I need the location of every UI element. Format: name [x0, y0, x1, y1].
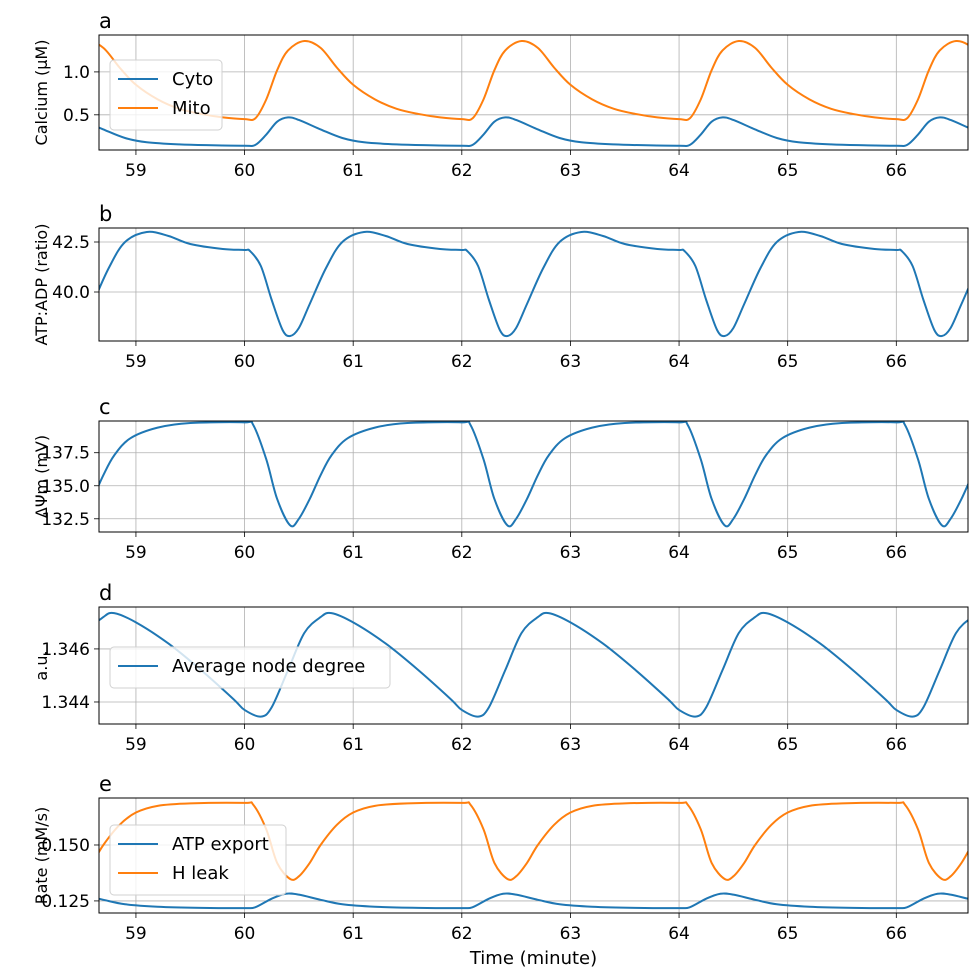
- y-tick-label: 135.0: [41, 477, 90, 497]
- x-tick-label: 61: [342, 924, 364, 944]
- series-line-average-node-degree: [99, 611, 968, 718]
- series-line-h-leak: [99, 801, 968, 881]
- x-tick-label: 66: [885, 352, 907, 372]
- legend-box: [109, 646, 391, 689]
- panel-a: 59 60 61 62 63 64 65 66 0.5 1.0 a Calcium (µM) Cyto M…: [32, 9, 969, 181]
- x-tick-label: 59: [125, 543, 147, 563]
- axes-frame: [98, 420, 969, 533]
- x-axis-label: Time (minute): [469, 948, 597, 969]
- x-tick-label: 63: [560, 924, 582, 944]
- x-tick-label: 63: [560, 161, 582, 181]
- x-tick-label: 65: [777, 161, 799, 181]
- x-tick-label: 60: [234, 352, 256, 372]
- y-tick-label: 1.0: [63, 63, 90, 83]
- x-tick-label: 63: [560, 352, 582, 372]
- x-tick-label: 64: [668, 352, 690, 372]
- legend-label: ATP export: [172, 834, 269, 855]
- y-tick-label: 137.5: [41, 444, 90, 464]
- y-axis-label: Rate (mM/s): [32, 807, 51, 904]
- panel-label: b: [99, 202, 112, 226]
- panel-label: e: [99, 772, 112, 796]
- x-tick-label: 64: [668, 161, 690, 181]
- y-tick-label: 1.344: [41, 693, 90, 713]
- x-tick-label: 59: [125, 161, 147, 181]
- x-tick-label: 65: [777, 543, 799, 563]
- x-tick-label: 63: [560, 543, 582, 563]
- legend-label: Cyto: [172, 69, 213, 90]
- x-tick-label: 62: [451, 161, 473, 181]
- series-line-b: [99, 230, 968, 338]
- y-axis-label: ΔΨm (mV): [32, 435, 51, 518]
- y-axis-label: ATP:ADP (ratio): [32, 224, 51, 346]
- x-tick-label: 61: [342, 543, 364, 563]
- panel-label: d: [99, 581, 112, 605]
- series-line-cyto: [99, 116, 968, 147]
- y-tick-label: 40.0: [52, 283, 90, 303]
- x-tick-label: 66: [885, 161, 907, 181]
- x-tick-label: 62: [451, 924, 473, 944]
- legend-label: Mito: [172, 98, 211, 119]
- series-line-mito: [99, 39, 968, 122]
- axes-frame: [98, 606, 969, 725]
- x-tick-label: 60: [234, 543, 256, 563]
- y-tick-label: 42.5: [52, 233, 90, 253]
- y-tick-label: 1.346: [41, 640, 90, 660]
- axes-frame: [98, 797, 969, 914]
- axes-frame: [98, 34, 969, 151]
- legend-label: Average node degree: [172, 656, 365, 677]
- x-tick-label: 66: [885, 924, 907, 944]
- x-tick-label: 61: [342, 352, 364, 372]
- x-tick-label: 60: [234, 161, 256, 181]
- x-tick-label: 64: [668, 735, 690, 755]
- y-axis-label: Calcium (µM): [32, 40, 51, 146]
- x-tick-label: 61: [342, 161, 364, 181]
- y-tick-label: 132.5: [41, 510, 90, 530]
- panel-label: a: [99, 9, 112, 33]
- x-tick-label: 59: [125, 924, 147, 944]
- y-tick-label: 0.5: [63, 106, 90, 126]
- series-line-c: [99, 421, 968, 528]
- panel-b: 59 60 61 62 63 64 65 66 40.0 42.5 b ATP:ADP (ratio): [32, 202, 969, 372]
- x-tick-label: 66: [885, 735, 907, 755]
- panel-d: 59 60 61 62 63 64 65 66 1.344 1.346 d a.u. Average n…: [32, 581, 969, 755]
- x-tick-label: 65: [777, 924, 799, 944]
- x-tick-label: 62: [451, 352, 473, 372]
- y-tick-label: 0.150: [41, 836, 90, 856]
- legend: Cyto Mito: [109, 59, 223, 131]
- legend-box: [109, 824, 287, 896]
- x-tick-label: 60: [234, 924, 256, 944]
- x-tick-label: 62: [451, 543, 473, 563]
- x-tick-label: 65: [777, 352, 799, 372]
- x-tick-label: 63: [560, 735, 582, 755]
- x-tick-label: 62: [451, 735, 473, 755]
- panel-label: c: [99, 395, 111, 419]
- x-tick-label: 61: [342, 735, 364, 755]
- legend-label: H leak: [172, 863, 229, 884]
- x-tick-label: 66: [885, 543, 907, 563]
- y-axis-label: a.u.: [32, 650, 51, 680]
- series-line-atp-export: [99, 892, 968, 910]
- y-tick-label: 0.125: [41, 892, 90, 912]
- x-tick-label: 64: [668, 543, 690, 563]
- panel-e: 59 60 61 62 63 64 65 66 0.125 0.150 e Rate (mM/s) Ti…: [32, 772, 969, 969]
- legend-box: [109, 59, 223, 131]
- axes-frame: [98, 227, 969, 342]
- x-tick-label: 65: [777, 735, 799, 755]
- x-tick-label: 64: [668, 924, 690, 944]
- x-tick-label: 60: [234, 735, 256, 755]
- x-tick-label: 59: [125, 735, 147, 755]
- legend: ATP export H leak: [109, 824, 287, 896]
- panel-c: 59 60 61 62 63 64 65 66 132.5 135.0 137.5 c ΔΨm (mV): [32, 395, 969, 563]
- x-tick-label: 59: [125, 352, 147, 372]
- legend: Average node degree: [109, 646, 391, 689]
